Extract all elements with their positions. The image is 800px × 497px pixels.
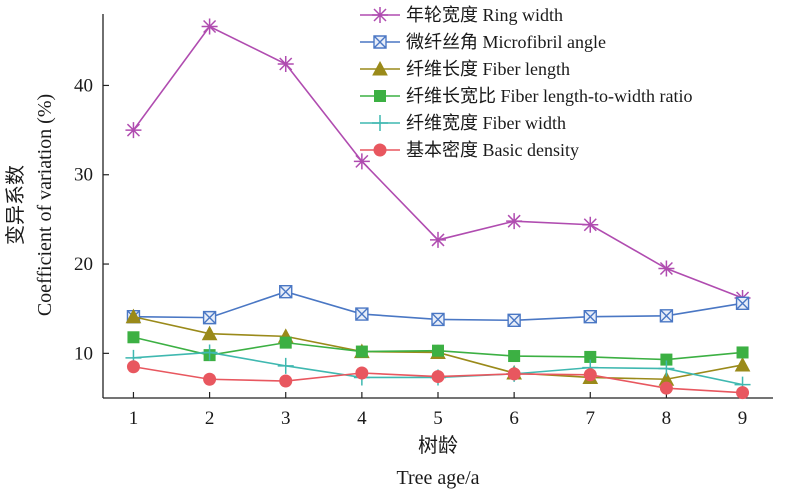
x-tick-label: 1 [129, 408, 139, 429]
data-point [125, 122, 142, 139]
x-tick-label: 8 [662, 408, 672, 429]
data-point [583, 368, 597, 382]
x-tick-label: 5 [433, 408, 443, 429]
legend-label: 年轮宽度 Ring width [406, 5, 563, 25]
legend-item: 纤维宽度 Fiber width [360, 113, 566, 133]
data-point [659, 309, 674, 323]
x-tick-label: 7 [586, 408, 596, 429]
legend-marker [372, 115, 388, 131]
legend-marker [373, 143, 387, 157]
data-point [658, 260, 675, 277]
data-point [201, 344, 218, 361]
data-point [506, 213, 523, 230]
legend-item: 微纤丝角 Microfibril angle [360, 32, 606, 52]
series-5 [126, 360, 750, 400]
data-point [125, 308, 142, 324]
series-3 [127, 331, 749, 366]
data-point [279, 336, 292, 349]
data-point [660, 353, 673, 366]
data-point [582, 216, 599, 233]
data-point [201, 325, 218, 341]
y-axis-label-cn: 变异系数 [4, 165, 27, 245]
legend-item: 纤维长宽比 Fiber length-to-width ratio [360, 86, 692, 106]
legend-marker [372, 7, 388, 23]
x-axis-label-cn: 树龄 [418, 434, 458, 457]
x-axis-label: Tree age/a [396, 467, 479, 489]
legend-marker [372, 60, 388, 76]
data-point [658, 360, 675, 377]
legend-item: 纤维长度 Fiber length [360, 59, 570, 79]
data-point [507, 367, 521, 381]
data-point [431, 312, 445, 327]
data-point [203, 372, 217, 386]
data-point [659, 381, 673, 395]
data-point [583, 310, 597, 324]
data-point [355, 307, 369, 321]
data-point [201, 18, 218, 35]
y-tick-label: 30 [74, 165, 93, 186]
x-tick-label: 9 [738, 408, 748, 429]
legend-label: 纤维宽度 Fiber width [406, 113, 566, 133]
data-point [508, 350, 521, 363]
data-point [355, 366, 369, 380]
data-point [736, 386, 750, 400]
legend-item: 年轮宽度 Ring width [360, 5, 563, 25]
legend-label: 微纤丝角 Microfibril angle [406, 32, 606, 52]
data-point [202, 310, 217, 325]
x-tick-label: 2 [205, 408, 215, 429]
data-point [279, 374, 293, 388]
data-point [126, 360, 140, 374]
data-point [584, 350, 597, 363]
data-point [430, 231, 446, 248]
data-series [125, 18, 751, 400]
legend-item: 基本密度 Basic density [360, 140, 579, 160]
data-point [735, 296, 750, 311]
legend: 年轮宽度 Ring width 微纤丝角 Microfibril angle 纤维长… [360, 5, 692, 160]
legend-label: 纤维长宽比 Fiber length-to-width ratio [406, 86, 692, 106]
data-point [127, 331, 140, 344]
legend-label: 基本密度 Basic density [406, 140, 579, 160]
x-tick-label: 4 [357, 408, 367, 429]
data-point [507, 313, 521, 328]
y-axis-label: Coefficient of variation (%) [34, 94, 56, 316]
x-tick-label: 6 [509, 408, 519, 429]
series-1 [126, 285, 750, 328]
data-point [277, 357, 294, 374]
data-point [355, 345, 368, 358]
x-tick-label: 3 [281, 408, 291, 429]
data-point [277, 56, 294, 73]
data-point [734, 356, 751, 372]
y-tick-label: 40 [74, 75, 93, 96]
legend-marker [374, 90, 386, 102]
series-0 [125, 18, 751, 306]
data-point [353, 153, 370, 170]
y-tick-label: 20 [74, 254, 93, 275]
legend-label: 纤维长度 Fiber length [406, 59, 570, 79]
y-tick-label: 10 [74, 343, 93, 364]
data-point [279, 285, 293, 299]
data-point [431, 370, 445, 384]
data-point [736, 346, 749, 359]
legend-marker [373, 35, 387, 49]
data-point [432, 344, 444, 357]
